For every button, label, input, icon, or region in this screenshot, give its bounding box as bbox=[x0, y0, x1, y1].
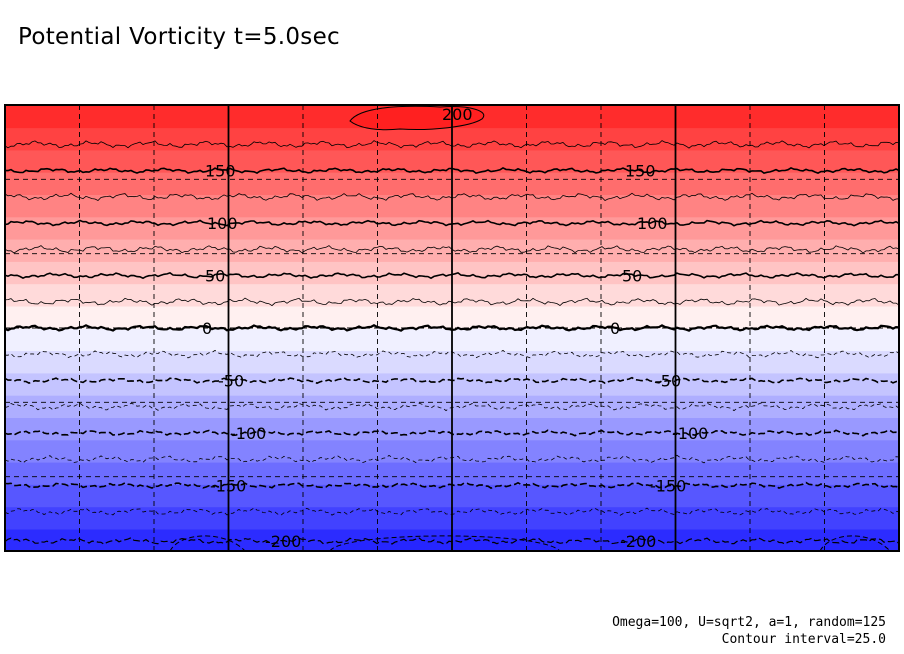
contour-line-100 bbox=[4, 219, 900, 227]
contour-line-minus200 bbox=[4, 537, 900, 546]
contour-interval-note: Contour interval=25.0 bbox=[721, 632, 886, 647]
contour-lines bbox=[4, 140, 900, 546]
contour-line-50 bbox=[4, 272, 899, 280]
contour-label: 0 bbox=[610, 319, 620, 338]
contour-line-minus150 bbox=[4, 481, 900, 489]
contour-line-minus125 bbox=[4, 454, 900, 464]
contour-label: 50 bbox=[205, 267, 225, 286]
contour-label: 100 bbox=[637, 214, 668, 233]
contour-label: 0 bbox=[202, 319, 212, 338]
contour-line-75 bbox=[4, 245, 900, 254]
contour-line-125 bbox=[4, 192, 900, 201]
parameters-note: Omega=100, U=sqrt2, a=1, random=125 bbox=[612, 615, 886, 630]
contour-label: -50 bbox=[655, 371, 681, 390]
contour-line-minus100 bbox=[4, 429, 900, 437]
contour-label: 200 bbox=[442, 105, 473, 124]
contour-label: -150 bbox=[650, 476, 686, 495]
plot-frame bbox=[4, 104, 900, 552]
contour-label: -200 bbox=[265, 532, 301, 551]
contour-line-minus25 bbox=[5, 349, 900, 359]
contour-label: 50 bbox=[622, 267, 642, 286]
contour-label: -50 bbox=[218, 371, 244, 390]
chart-title: Potential Vorticity t=5.0sec bbox=[18, 24, 340, 50]
contour-minus200-region bbox=[819, 535, 892, 552]
contour-line-25 bbox=[4, 297, 900, 307]
contour-label: -200 bbox=[620, 532, 656, 551]
contour-label: -150 bbox=[210, 476, 246, 495]
contour-label: -100 bbox=[672, 424, 708, 443]
contour-label: -100 bbox=[230, 424, 266, 443]
contour-line-minus50 bbox=[4, 376, 900, 385]
contour-line-0 bbox=[4, 324, 900, 332]
contour-label: 150 bbox=[625, 162, 656, 181]
contour-line-minus75 bbox=[4, 402, 900, 412]
contour-200-region bbox=[349, 105, 485, 131]
contour-line-150 bbox=[5, 166, 900, 175]
contour-labels: 200 150 150 100 100 50 50 0 0 -50 -50 -100 -100 -150 -… bbox=[202, 105, 708, 551]
contour-line-175 bbox=[4, 140, 900, 149]
contour-label: 100 bbox=[207, 214, 238, 233]
contour-line-minus175 bbox=[4, 507, 900, 516]
contour-label: 150 bbox=[205, 162, 236, 181]
